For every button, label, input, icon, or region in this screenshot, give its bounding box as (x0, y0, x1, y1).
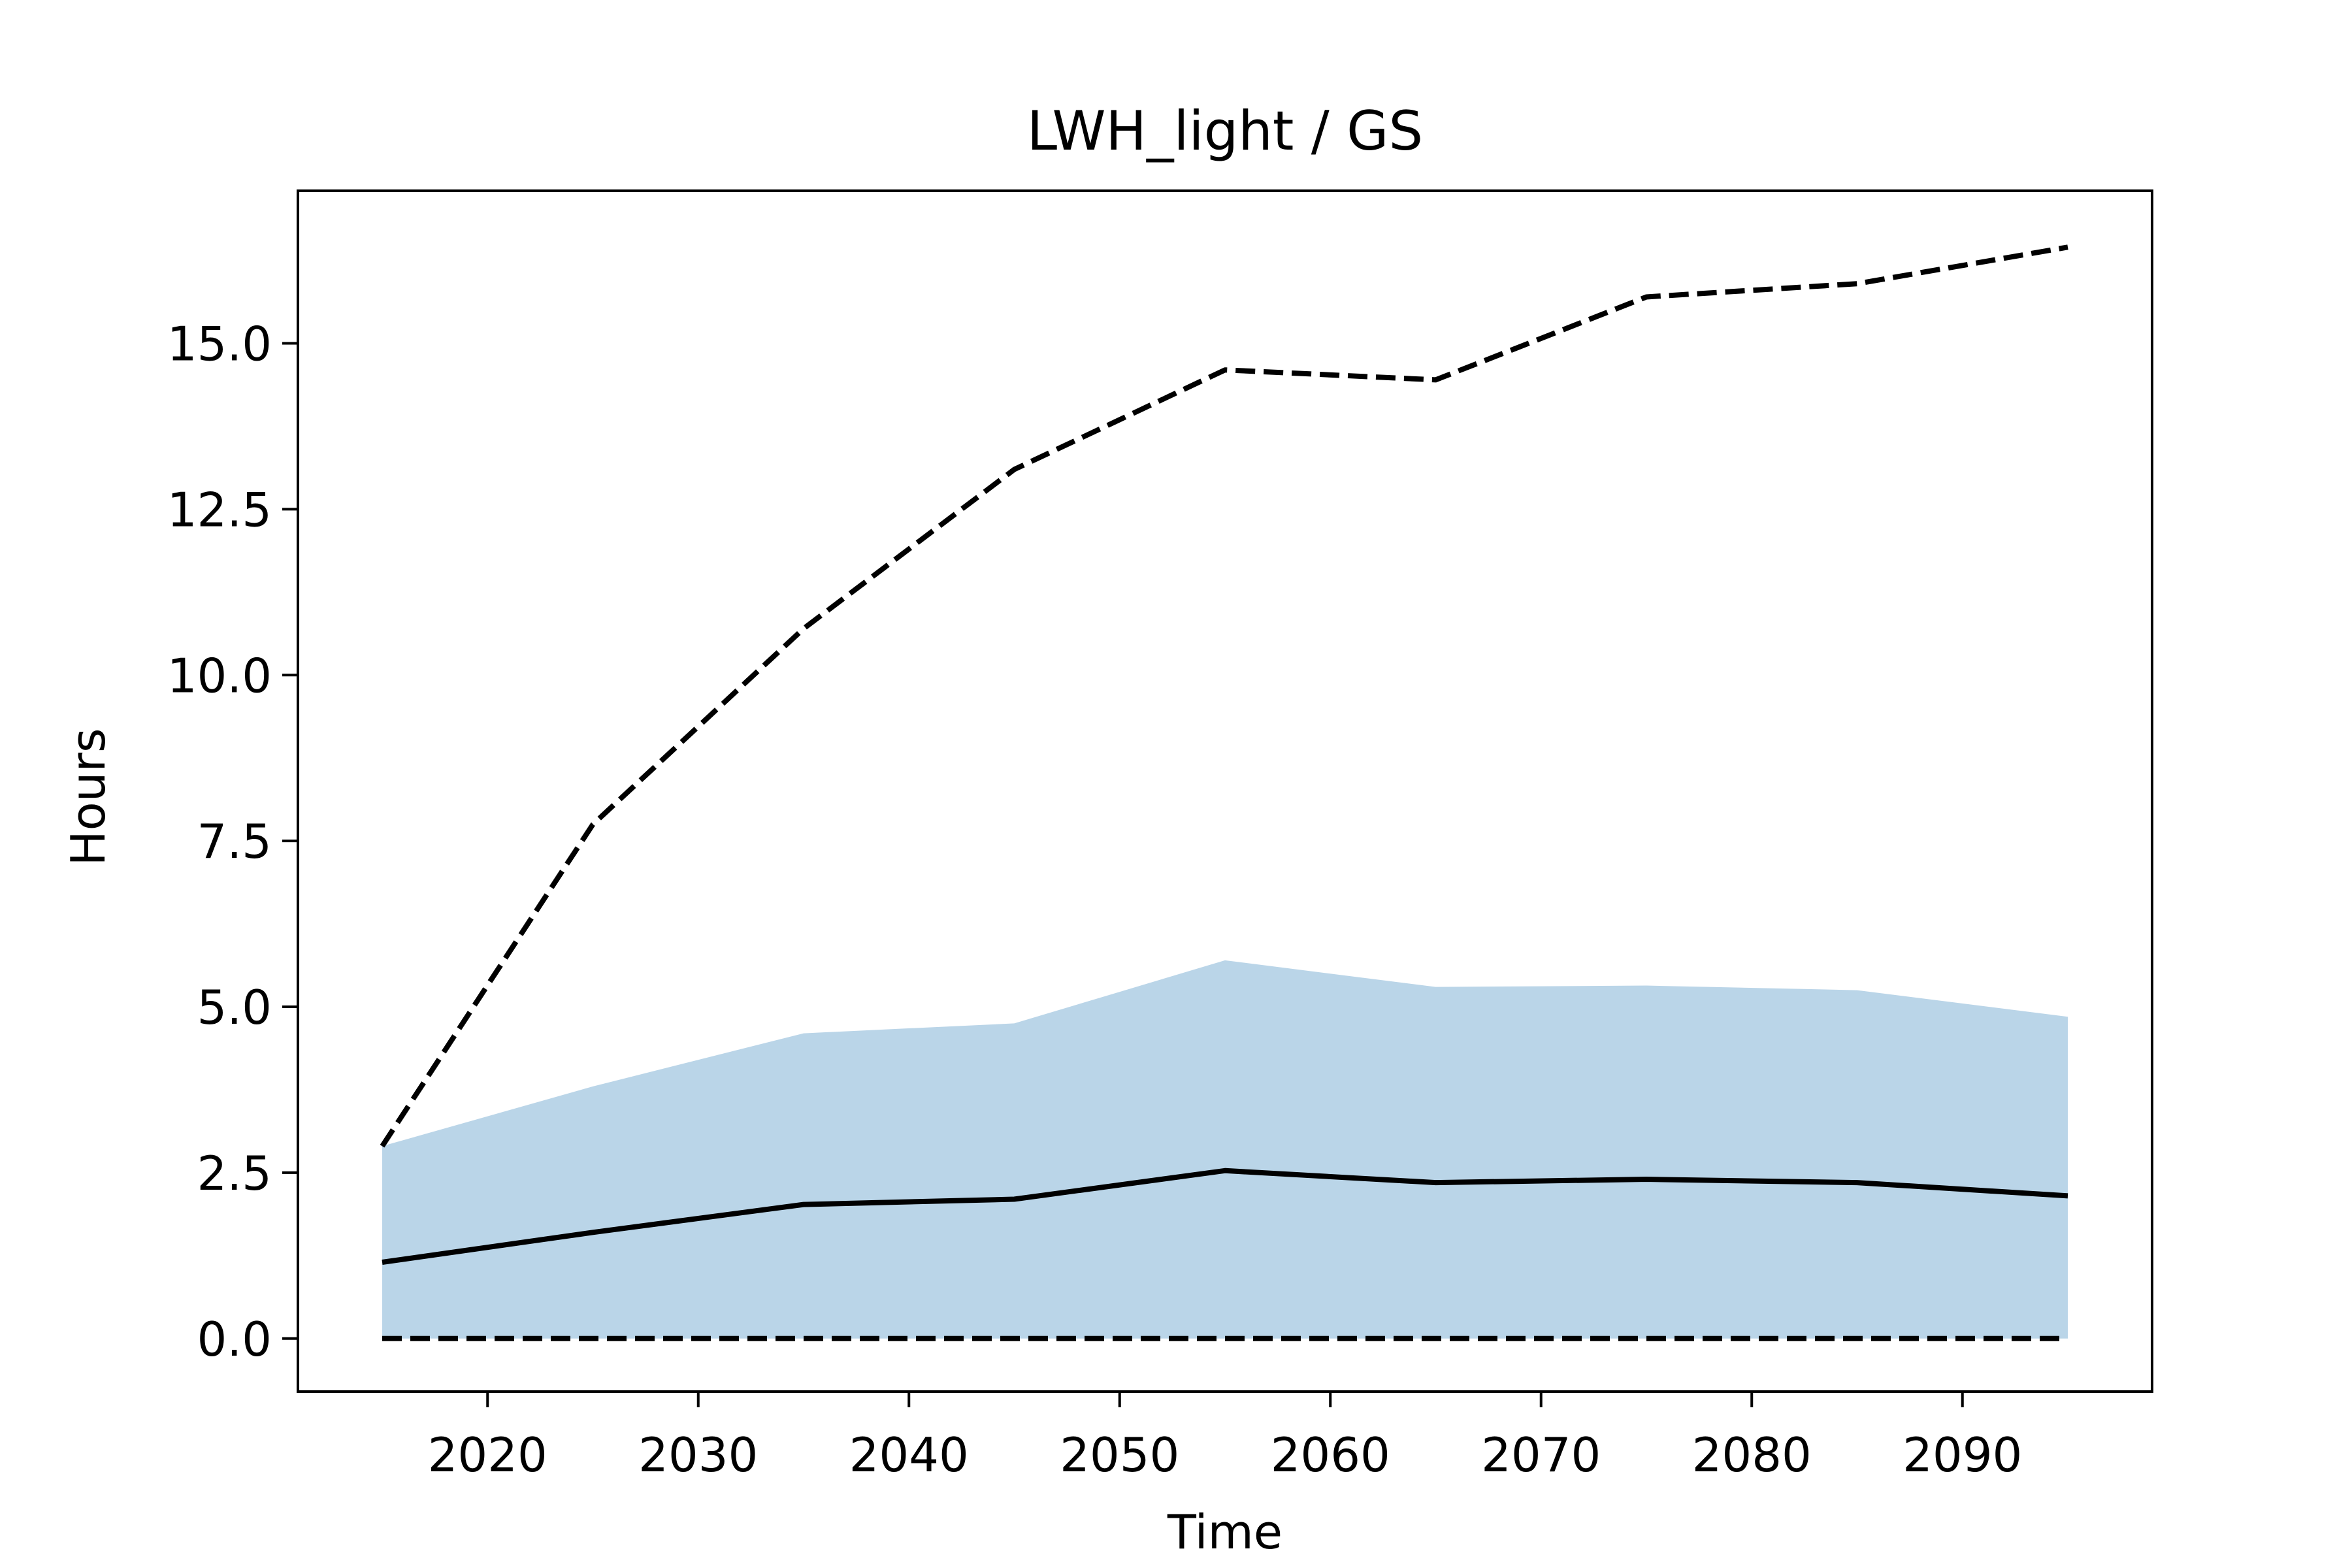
median-line (382, 1168, 2068, 1265)
x-tick-label: 2090 (1903, 1428, 2022, 1482)
x-tick-label: 2060 (1271, 1428, 1390, 1482)
y-tick-label: 12.5 (167, 482, 272, 537)
x-tick-label: 2070 (1481, 1428, 1601, 1482)
x-tick-label: 2040 (849, 1428, 969, 1482)
y-tick-label: 15.0 (167, 317, 272, 372)
upper-dashed-line (380, 244, 2068, 1148)
y-tick-label: 0.0 (197, 1312, 272, 1367)
x-axis-label: Time (1167, 1505, 1282, 1560)
x-tick-label: 2030 (638, 1428, 758, 1482)
chart-title: LWH_light / GS (1027, 99, 1423, 163)
range-band (382, 960, 2068, 1339)
x-axis: 2020 2030 2040 2050 2060 2070 2080 2090 (428, 1392, 2022, 1482)
y-tick-label: 2.5 (197, 1146, 272, 1201)
x-tick-label: 2080 (1692, 1428, 1812, 1482)
plot-area (380, 244, 2068, 1341)
plot-frame (297, 189, 2153, 1393)
y-axis-label: Hours (61, 728, 116, 866)
y-tick-label: 10.0 (167, 648, 272, 703)
y-tick-label: 7.5 (197, 814, 272, 869)
x-tick-label: 2050 (1060, 1428, 1179, 1482)
y-axis: 0.0 2.5 5.0 7.5 10.0 12.5 15.0 (167, 317, 298, 1367)
y-tick-label: 5.0 (197, 980, 272, 1035)
x-tick-label: 2020 (428, 1428, 547, 1482)
